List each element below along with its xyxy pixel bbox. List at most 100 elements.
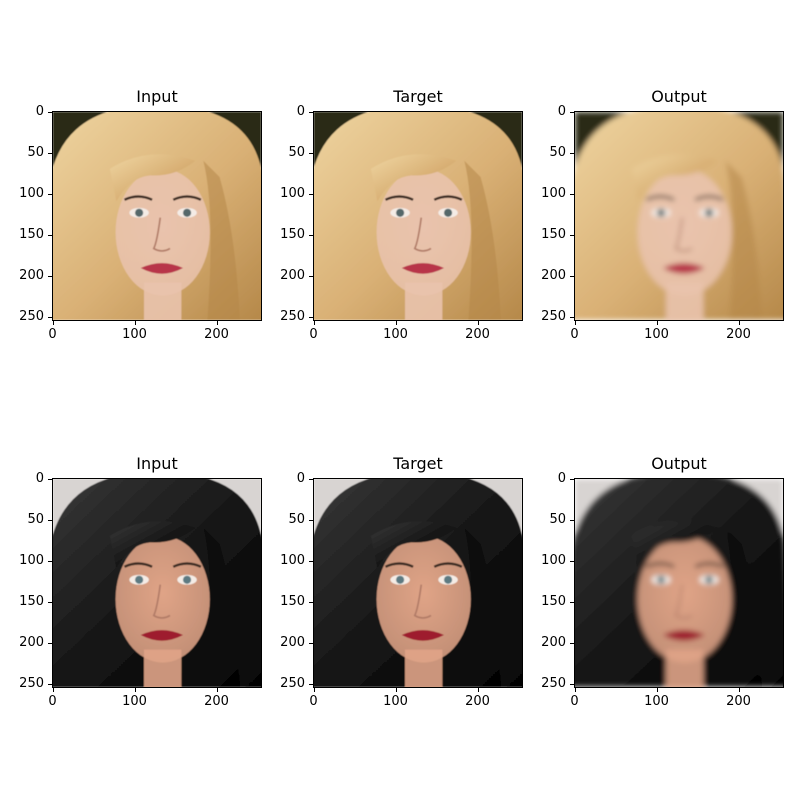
image-axes <box>52 111 262 321</box>
x-tick-label: 100 <box>383 694 408 709</box>
y-tick-mark <box>570 193 574 195</box>
x-tick-mark <box>574 321 576 325</box>
x-tick-label: 200 <box>204 327 229 342</box>
y-tick-label: 0 <box>557 470 566 486</box>
panel-title: Output <box>651 454 707 473</box>
x-tick-label: 0 <box>570 694 579 709</box>
portrait-image <box>314 112 522 320</box>
y-tick-mark <box>48 275 52 277</box>
y-tick-label: 150 <box>19 226 44 242</box>
y-tick-label: 250 <box>280 308 305 324</box>
x-tick-label: 200 <box>465 694 490 709</box>
y-tick-label: 250 <box>541 308 566 324</box>
y-tick-label: 0 <box>35 470 44 486</box>
y-tick-mark <box>570 316 574 318</box>
y-tick-label: 150 <box>541 226 566 242</box>
y-tick-mark <box>309 560 313 562</box>
y-tick-mark <box>309 152 313 154</box>
x-tick-mark <box>216 688 218 692</box>
y-tick-label: 100 <box>280 552 305 568</box>
panel-title: Target <box>393 454 443 473</box>
x-tick-label: 200 <box>726 694 751 709</box>
y-tick-label: 100 <box>19 185 44 201</box>
x-tick-mark <box>477 688 479 692</box>
x-tick-mark <box>134 321 136 325</box>
y-tick-mark <box>309 478 313 480</box>
portrait-image <box>575 112 783 320</box>
y-tick-mark <box>48 111 52 113</box>
x-tick-label: 0 <box>570 327 579 342</box>
y-tick-label: 250 <box>541 675 566 691</box>
x-tick-mark <box>656 321 658 325</box>
y-tick-label: 150 <box>541 593 566 609</box>
x-tick-mark <box>216 321 218 325</box>
panel-title: Target <box>393 87 443 106</box>
y-tick-mark <box>570 478 574 480</box>
y-tick-label: 100 <box>541 185 566 201</box>
x-tick-label: 0 <box>48 694 57 709</box>
y-tick-label: 150 <box>280 226 305 242</box>
y-tick-mark <box>48 478 52 480</box>
y-tick-mark <box>570 560 574 562</box>
y-tick-label: 0 <box>296 470 305 486</box>
y-tick-mark <box>570 683 574 685</box>
y-tick-label: 0 <box>296 103 305 119</box>
x-tick-mark <box>313 321 315 325</box>
y-tick-mark <box>48 193 52 195</box>
y-tick-label: 0 <box>557 103 566 119</box>
y-tick-mark <box>309 642 313 644</box>
portrait-image <box>53 479 261 687</box>
y-tick-mark <box>48 601 52 603</box>
y-tick-mark <box>309 193 313 195</box>
x-tick-mark <box>738 321 740 325</box>
y-tick-mark <box>570 519 574 521</box>
y-tick-label: 200 <box>19 267 44 283</box>
y-tick-label: 100 <box>541 552 566 568</box>
x-tick-mark <box>134 688 136 692</box>
y-tick-label: 50 <box>27 511 44 527</box>
y-tick-mark <box>309 683 313 685</box>
image-axes <box>313 111 523 321</box>
y-tick-label: 0 <box>35 103 44 119</box>
panel-title: Input <box>136 454 178 473</box>
x-tick-label: 100 <box>644 694 669 709</box>
y-tick-label: 200 <box>280 267 305 283</box>
image-axes <box>574 478 784 688</box>
y-tick-mark <box>570 275 574 277</box>
y-tick-label: 150 <box>280 593 305 609</box>
x-tick-label: 200 <box>726 327 751 342</box>
x-tick-label: 0 <box>48 327 57 342</box>
x-tick-label: 200 <box>204 694 229 709</box>
image-axes <box>574 111 784 321</box>
image-axes <box>313 478 523 688</box>
x-tick-mark <box>656 688 658 692</box>
y-tick-mark <box>48 316 52 318</box>
x-tick-label: 100 <box>383 327 408 342</box>
y-tick-label: 100 <box>19 552 44 568</box>
y-tick-label: 50 <box>288 511 305 527</box>
image-axes <box>52 478 262 688</box>
y-tick-label: 200 <box>541 634 566 650</box>
x-tick-label: 0 <box>309 327 318 342</box>
panel-title: Input <box>136 87 178 106</box>
y-tick-mark <box>570 111 574 113</box>
y-tick-mark <box>309 316 313 318</box>
portrait-image <box>575 479 783 687</box>
x-tick-label: 200 <box>465 327 490 342</box>
y-tick-label: 50 <box>549 511 566 527</box>
y-tick-mark <box>48 152 52 154</box>
y-tick-mark <box>309 519 313 521</box>
x-tick-label: 100 <box>122 694 147 709</box>
y-tick-label: 50 <box>549 144 566 160</box>
y-tick-label: 200 <box>280 634 305 650</box>
y-tick-label: 200 <box>541 267 566 283</box>
x-tick-mark <box>395 688 397 692</box>
x-tick-mark <box>313 688 315 692</box>
y-tick-label: 200 <box>19 634 44 650</box>
x-tick-label: 100 <box>644 327 669 342</box>
portrait-image <box>53 112 261 320</box>
y-tick-mark <box>570 234 574 236</box>
y-tick-label: 250 <box>280 675 305 691</box>
y-tick-label: 150 <box>19 593 44 609</box>
